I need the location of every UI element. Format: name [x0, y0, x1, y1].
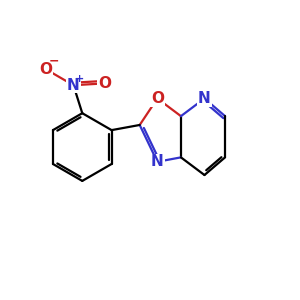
Text: O: O	[151, 91, 164, 106]
Text: O: O	[98, 76, 111, 91]
Text: N: N	[67, 78, 80, 93]
Text: O: O	[39, 61, 52, 76]
Text: N: N	[151, 154, 164, 169]
Text: −: −	[49, 54, 60, 67]
Text: N: N	[198, 91, 211, 106]
Text: +: +	[74, 74, 84, 84]
